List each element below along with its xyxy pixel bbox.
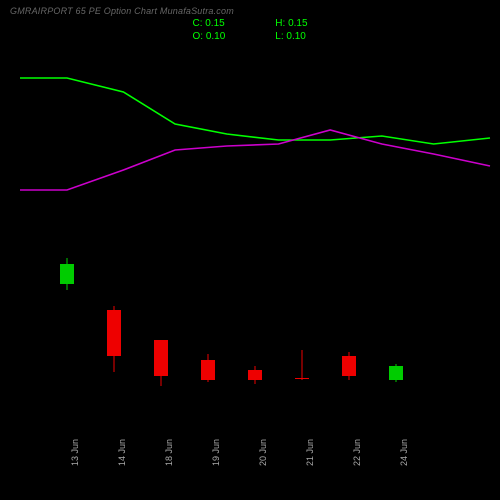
x-axis-label: 19 Jun	[211, 439, 227, 466]
candle-body	[60, 264, 74, 284]
ohlc-close: C: 0.15	[192, 18, 225, 29]
ohlc-l-value: 0.10	[286, 31, 305, 42]
x-axis-label: 20 Jun	[258, 439, 274, 466]
candle-body	[201, 360, 215, 380]
x-axis-label: 24 Jun	[399, 439, 415, 466]
ohlc-high: H: 0.15	[275, 18, 307, 29]
candle-body	[295, 378, 309, 379]
candle-body	[248, 370, 262, 380]
ohlc-col-co: C: 0.15 O: 0.10	[192, 18, 225, 42]
chart-title: GMRAIRPORT 65 PE Option Chart MunafaSutr…	[10, 6, 234, 16]
ohlc-col-hl: H: 0.15 L: 0.10	[275, 18, 307, 42]
chart-area	[0, 50, 500, 430]
ohlc-open: O: 0.10	[192, 31, 225, 42]
ohlc-o-label: O:	[192, 31, 203, 42]
ohlc-h-label: H:	[275, 18, 285, 29]
x-axis-label: 22 Jun	[352, 439, 368, 466]
ohlc-readout: C: 0.15 O: 0.10 H: 0.15 L: 0.10	[0, 18, 500, 42]
x-axis-label: 18 Jun	[164, 439, 180, 466]
chart-svg	[0, 50, 500, 430]
x-axis-label: 13 Jun	[70, 439, 86, 466]
ohlc-o-value: 0.10	[206, 31, 225, 42]
ohlc-c-value: 0.15	[205, 18, 224, 29]
overlay-line-1	[20, 78, 490, 144]
candle-body	[107, 310, 121, 356]
ohlc-h-value: 0.15	[288, 18, 307, 29]
ohlc-low: L: 0.10	[275, 31, 307, 42]
candle-body	[342, 356, 356, 376]
x-axis: 13 Jun 14 Jun 18 Jun 19 Jun 20 Jun 21 Jun 22 J…	[0, 422, 500, 482]
overlay-line-2	[20, 130, 490, 190]
x-axis-label: 21 Jun	[305, 439, 321, 466]
candle-body	[389, 366, 403, 380]
x-axis-label: 14 Jun	[117, 439, 133, 466]
ohlc-c-label: C:	[192, 18, 202, 29]
candle-body	[154, 340, 168, 376]
ohlc-l-label: L:	[275, 31, 283, 42]
